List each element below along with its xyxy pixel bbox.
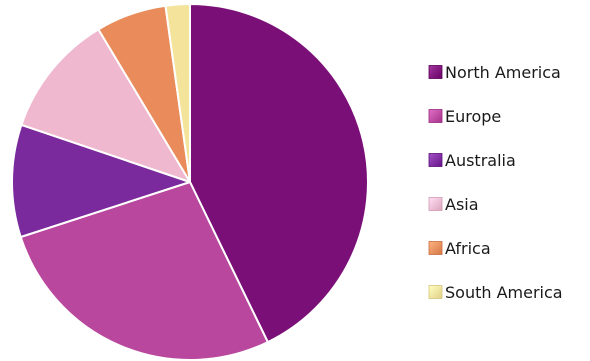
pie-slice-asia	[20, 28, 191, 183]
legend-label-africa: Africa	[445, 239, 491, 258]
legend-label-north-america: North America	[445, 63, 561, 82]
pie-slices	[11, 3, 369, 361]
pie-slice-europe	[19, 181, 269, 361]
pie-slice-australia	[11, 123, 191, 239]
legend-swatch-north-america	[428, 65, 443, 79]
legend-swatch-south-america	[428, 285, 443, 299]
legend-swatch-asia	[428, 197, 443, 211]
legend-label-australia: Australia	[445, 151, 516, 170]
legend: North America Europe Australia Asia Africa So…	[428, 63, 563, 302]
legend-label-europe: Europe	[445, 107, 501, 126]
legend-swatch-africa	[428, 241, 443, 255]
legend-label-asia: Asia	[445, 195, 479, 214]
legend-swatch-europe	[428, 109, 443, 123]
pie-slice-south-america	[164, 3, 191, 183]
legend-label-south-america: South America	[445, 283, 563, 302]
pie-slice-north-america	[189, 3, 369, 344]
legend-swatch-australia	[428, 153, 443, 167]
